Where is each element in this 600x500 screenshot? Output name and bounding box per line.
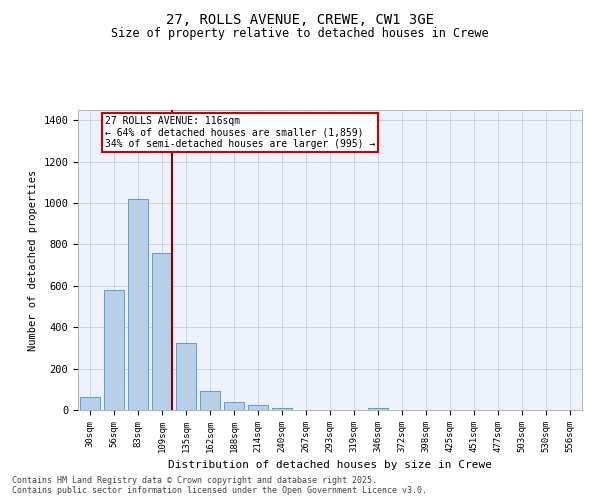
Bar [272, 408, 292, 410]
Bar [104, 290, 124, 410]
Text: 27 ROLLS AVENUE: 116sqm
← 64% of detached houses are smaller (1,859)
34% of semi: 27 ROLLS AVENUE: 116sqm ← 64% of detache… [105, 116, 375, 150]
Bar [224, 402, 244, 410]
Bar [80, 396, 100, 410]
Text: Contains HM Land Registry data © Crown copyright and database right 2025.
Contai: Contains HM Land Registry data © Crown c… [12, 476, 427, 495]
X-axis label: Distribution of detached houses by size in Crewe: Distribution of detached houses by size … [168, 460, 492, 470]
Text: 27, ROLLS AVENUE, CREWE, CW1 3GE: 27, ROLLS AVENUE, CREWE, CW1 3GE [166, 12, 434, 26]
Bar [152, 253, 172, 410]
Bar [368, 408, 388, 410]
Bar [176, 343, 196, 410]
Bar [200, 392, 220, 410]
Y-axis label: Number of detached properties: Number of detached properties [28, 170, 38, 350]
Text: Size of property relative to detached houses in Crewe: Size of property relative to detached ho… [111, 28, 489, 40]
Bar [128, 199, 148, 410]
Bar [248, 406, 268, 410]
